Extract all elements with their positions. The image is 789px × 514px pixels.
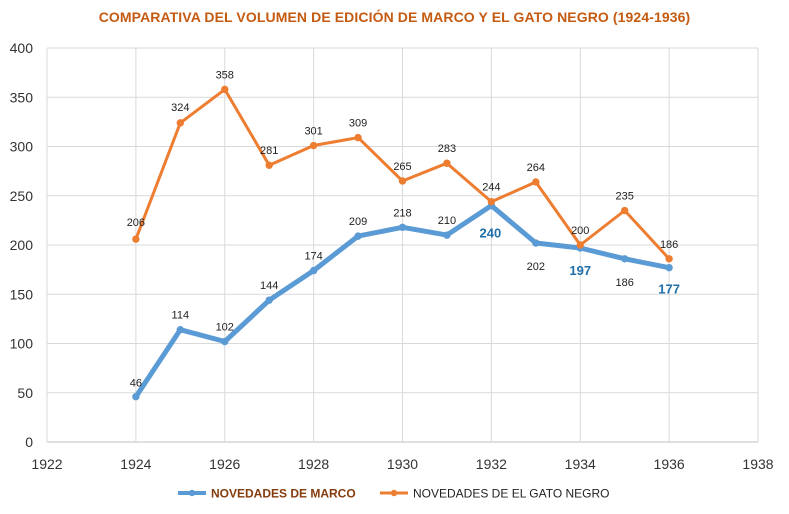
y-tick-label: 400 xyxy=(10,40,34,56)
data-point xyxy=(398,223,407,231)
y-tick-label: 150 xyxy=(10,286,34,302)
data-label: 240 xyxy=(480,226,502,241)
data-label: 218 xyxy=(393,207,411,219)
data-label: 206 xyxy=(127,217,145,229)
data-label: 281 xyxy=(260,145,278,157)
legend-label: NOVEDADES DE MARCO xyxy=(211,487,356,501)
data-label: 265 xyxy=(393,161,411,173)
series-layer xyxy=(132,85,673,401)
legend-item-gato-negro: NOVEDADES DE EL GATO NEGRO xyxy=(380,487,610,501)
data-point xyxy=(576,241,584,249)
legend-label: NOVEDADES DE EL GATO NEGRO xyxy=(413,487,610,501)
data-point xyxy=(665,263,673,272)
legend-swatch-marker xyxy=(188,489,196,497)
y-tick-label: 50 xyxy=(17,385,33,401)
data-label: 301 xyxy=(304,126,322,138)
data-label: 309 xyxy=(349,118,367,130)
y-tick-label: 200 xyxy=(10,237,34,253)
x-tick-label: 1932 xyxy=(476,456,507,472)
data-label: 200 xyxy=(571,225,589,237)
y-tick-label: 300 xyxy=(10,139,34,155)
data-label: 210 xyxy=(438,215,456,227)
data-point xyxy=(398,177,407,185)
x-tick-label: 1926 xyxy=(209,456,240,472)
data-point xyxy=(309,141,318,150)
data-point xyxy=(443,231,451,239)
data-point xyxy=(532,239,540,247)
data-label: 202 xyxy=(527,261,545,273)
data-label: 102 xyxy=(216,322,234,334)
data-label: 144 xyxy=(260,280,278,292)
data-point xyxy=(665,255,673,263)
data-point xyxy=(354,232,362,240)
y-tick-label: 350 xyxy=(10,89,34,105)
data-label: 324 xyxy=(171,102,189,114)
data-point xyxy=(265,296,273,304)
data-label: 283 xyxy=(438,143,456,155)
data-label: 186 xyxy=(616,277,634,289)
data-label: 46 xyxy=(130,378,142,390)
data-label: 174 xyxy=(304,251,322,263)
y-tick-label: 250 xyxy=(10,188,34,204)
data-point xyxy=(265,161,273,169)
data-point xyxy=(354,133,362,142)
data-point xyxy=(132,392,140,401)
data-label: 114 xyxy=(172,310,190,322)
data-label: 209 xyxy=(349,216,367,228)
x-tick-label: 1936 xyxy=(654,456,685,472)
data-point xyxy=(132,235,140,243)
x-tick-label: 1928 xyxy=(298,456,329,472)
data-point xyxy=(176,326,185,334)
data-label: 264 xyxy=(527,162,545,174)
legend-swatch-marker xyxy=(390,489,398,497)
x-tick-label: 1938 xyxy=(742,456,773,472)
legend-item-marco: NOVEDADES DE MARCO xyxy=(178,487,356,501)
data-labels: 46 114 102 144 174 209 218 210 240 202 197 186 177 20… xyxy=(127,69,680,389)
x-tick-label: 1934 xyxy=(565,456,596,472)
data-point xyxy=(221,85,229,94)
data-point xyxy=(443,159,451,167)
data-point xyxy=(532,178,540,186)
data-point xyxy=(309,266,318,275)
data-point xyxy=(221,337,229,346)
data-point xyxy=(620,206,629,215)
data-label: 358 xyxy=(216,69,234,81)
y-tick-label: 100 xyxy=(10,336,34,352)
data-label: 186 xyxy=(660,239,678,251)
legend: NOVEDADES DE MARCO NOVEDADES DE EL GATO N… xyxy=(178,487,610,501)
grid xyxy=(46,47,759,443)
axis-tick-labels: 0 50 100 150 200 250 300 350 400 1922 1924 1926 1928… xyxy=(10,40,774,472)
x-tick-label: 1930 xyxy=(387,456,418,472)
y-tick-label: 0 xyxy=(25,434,33,450)
data-point xyxy=(487,197,496,206)
series-gato-negro xyxy=(132,85,673,263)
x-tick-label: 1922 xyxy=(31,456,62,472)
data-point xyxy=(176,119,185,127)
data-label: 244 xyxy=(482,182,500,194)
data-label: 235 xyxy=(616,191,634,203)
x-tick-label: 1924 xyxy=(120,456,151,472)
data-label: 177 xyxy=(658,282,680,297)
chart-title: COMPARATIVA DEL VOLUMEN DE EDICIÓN DE MA… xyxy=(98,9,691,25)
data-point xyxy=(620,255,629,263)
data-label: 197 xyxy=(569,263,591,278)
